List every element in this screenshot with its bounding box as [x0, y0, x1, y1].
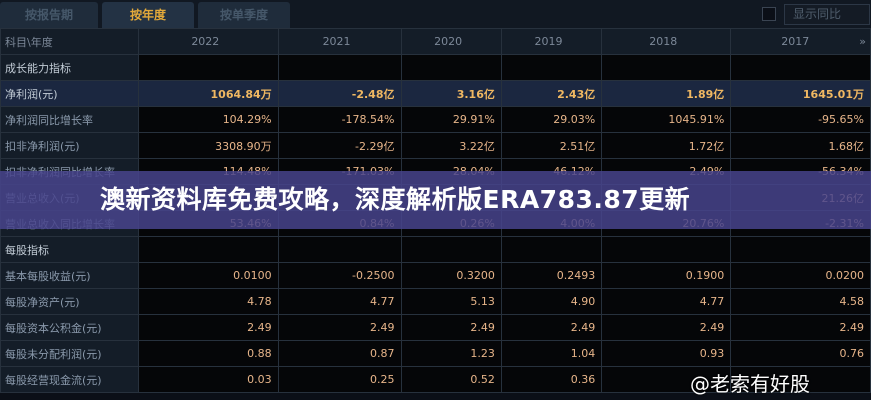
table-row: 净利润同比增长率 104.29% -178.54% 29.91% 29.03% 1045.… — [0, 106, 871, 133]
cell-value: 2.43亿 — [500, 80, 603, 107]
cell-value: 4.77 — [601, 288, 732, 315]
cell-value — [500, 54, 603, 81]
cell-value: -95.65% — [730, 106, 871, 133]
cell-value: 4.90 — [500, 288, 603, 315]
cell-value — [500, 236, 603, 263]
cell-value: 0.03 — [138, 366, 279, 393]
cell-value: 3.16亿 — [400, 80, 502, 107]
cell-value: 5.13 — [400, 288, 502, 315]
cell-value: 0.3200 — [400, 262, 502, 289]
table-row: 每股未分配利润(元) 0.88 0.87 1.23 1.04 0.93 0.76 — [0, 340, 871, 367]
header-year: 2019 — [500, 28, 603, 55]
header-year: 2018 — [601, 28, 732, 55]
cell-value: -178.54% — [277, 106, 402, 133]
header-year: 2020 — [400, 28, 502, 55]
row-label: 每股经营现金流(元) — [0, 366, 139, 393]
cell-value: 0.1900 — [601, 262, 732, 289]
cell-value: -2.48亿 — [277, 80, 402, 107]
cell-value: 2.49 — [138, 314, 279, 341]
cell-value: 0.36 — [500, 366, 603, 393]
table-row: 每股净资产(元) 4.78 4.77 5.13 4.90 4.77 4.58 — [0, 288, 871, 315]
table-row: 每股经营现金流(元) 0.03 0.25 0.52 0.36 — [0, 366, 871, 393]
cell-value: 2.49 — [730, 314, 871, 341]
section-row: 每股指标 — [0, 236, 871, 263]
section-row: 成长能力指标 — [0, 54, 871, 81]
cell-value: 1064.84万 — [138, 80, 279, 107]
row-label: 净利润同比增长率 — [0, 106, 139, 133]
cell-value — [138, 236, 279, 263]
tab-bar: 按报告期 按年度 按单季度 — [0, 0, 871, 28]
header-year-text: 2017 — [781, 35, 810, 48]
cell-value — [400, 54, 502, 81]
cell-value: 4.77 — [277, 288, 402, 315]
cell-value — [277, 236, 402, 263]
header-label: 科目\年度 — [0, 28, 139, 55]
cell-value: 0.0200 — [730, 262, 871, 289]
cell-value: 1645.01万 — [730, 80, 871, 107]
cell-value: 3308.90万 — [138, 132, 279, 159]
cell-value — [400, 236, 502, 263]
row-label: 每股净资产(元) — [0, 288, 139, 315]
cell-value: 2.49 — [601, 314, 732, 341]
show-yoy-button[interactable]: 显示同比 — [784, 4, 870, 25]
cell-value: 1.72亿 — [601, 132, 732, 159]
row-label: 成长能力指标 — [0, 54, 139, 81]
cell-value: 0.93 — [601, 340, 732, 367]
table-row: 净利润(元) 1064.84万 -2.48亿 3.16亿 2.43亿 1.89亿 1645.… — [0, 80, 871, 107]
row-label: 每股未分配利润(元) — [0, 340, 139, 367]
cell-value: 1.68亿 — [730, 132, 871, 159]
cell-value: 104.29% — [138, 106, 279, 133]
cell-value — [601, 366, 732, 393]
cell-value: 2.51亿 — [500, 132, 603, 159]
cell-value: 3.22亿 — [400, 132, 502, 159]
tab-annual[interactable]: 按年度 — [102, 2, 194, 28]
tab-quarterly[interactable]: 按单季度 — [198, 2, 290, 28]
cell-value: 2.49 — [277, 314, 402, 341]
header-year: 2022 — [138, 28, 279, 55]
cell-value: -2.29亿 — [277, 132, 402, 159]
header-year: 2017 » — [730, 28, 871, 55]
cell-value — [138, 54, 279, 81]
cell-value: 2.49 — [400, 314, 502, 341]
cell-value: 0.2493 — [500, 262, 603, 289]
title-banner: 澳新资料库免费攻略，深度解析版ERA783.87更新 — [0, 171, 871, 229]
cell-value — [601, 54, 732, 81]
cell-value: 1045.91% — [601, 106, 732, 133]
row-label: 净利润(元) — [0, 80, 139, 107]
watermark: @老索有好股 — [690, 372, 810, 396]
cell-value — [601, 236, 732, 263]
header-year: 2021 — [277, 28, 402, 55]
cell-value: 0.52 — [400, 366, 502, 393]
table-row: 扣非净利润(元) 3308.90万 -2.29亿 3.22亿 2.51亿 1.72亿 1.6… — [0, 132, 871, 159]
cell-value: 0.87 — [277, 340, 402, 367]
table-row: 每股资本公积金(元) 2.49 2.49 2.49 2.49 2.49 2.49 — [0, 314, 871, 341]
cell-value — [277, 54, 402, 81]
cell-value: 4.78 — [138, 288, 279, 315]
next-years-icon[interactable]: » — [859, 35, 866, 48]
row-label: 每股指标 — [0, 236, 139, 263]
cell-value: 1.89亿 — [601, 80, 732, 107]
row-label: 扣非净利润(元) — [0, 132, 139, 159]
cell-value: 1.04 — [500, 340, 603, 367]
cell-value: 0.88 — [138, 340, 279, 367]
tab-report-period[interactable]: 按报告期 — [0, 2, 98, 28]
cell-value: -0.2500 — [277, 262, 402, 289]
row-label: 基本每股收益(元) — [0, 262, 139, 289]
cell-value — [730, 54, 871, 81]
cell-value: 29.91% — [400, 106, 502, 133]
cell-value: 1.23 — [400, 340, 502, 367]
yoy-checkbox[interactable] — [762, 7, 776, 21]
table-row: 基本每股收益(元) 0.0100 -0.2500 0.3200 0.2493 0.1900… — [0, 262, 871, 289]
cell-value: 0.76 — [730, 340, 871, 367]
cell-value: 0.0100 — [138, 262, 279, 289]
cell-value: 29.03% — [500, 106, 603, 133]
cell-value: 0.25 — [277, 366, 402, 393]
cell-value — [730, 236, 871, 263]
cell-value: 2.49 — [500, 314, 603, 341]
row-label: 每股资本公积金(元) — [0, 314, 139, 341]
cell-value — [730, 366, 871, 393]
table-header-row: 科目\年度 2022 2021 2020 2019 2018 2017 » — [0, 28, 871, 55]
cell-value: 4.58 — [730, 288, 871, 315]
